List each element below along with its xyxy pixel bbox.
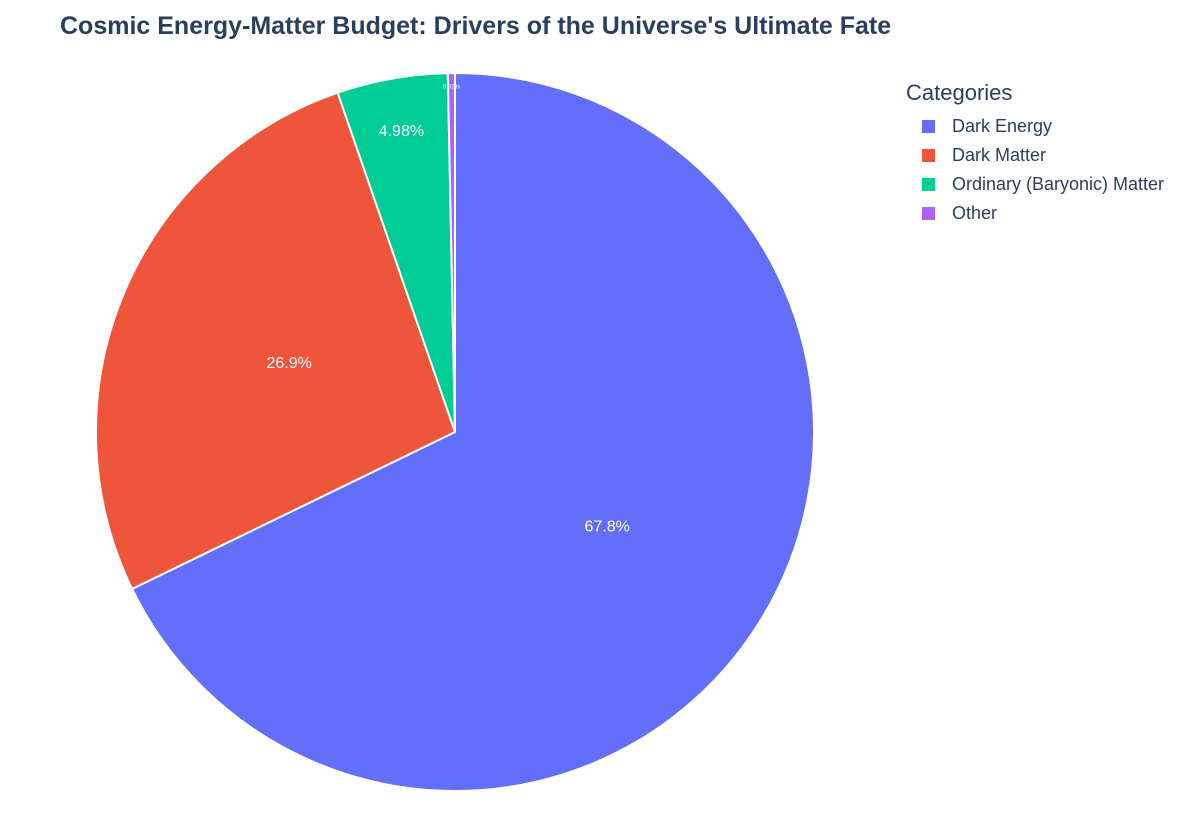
legend-swatch	[922, 149, 935, 162]
legend-label: Other	[952, 203, 998, 223]
pie-label-dark-matter: 26.9%	[266, 355, 311, 372]
legend-label: Ordinary (Baryonic) Matter	[952, 174, 1165, 194]
legend-swatch	[922, 120, 935, 133]
legend-item-other[interactable]: Other	[906, 199, 1164, 228]
chart-title: Cosmic Energy-Matter Budget: Drivers of …	[60, 12, 892, 40]
pie-slice-dark-matter[interactable]	[95, 91, 457, 591]
legend-item-ordinary-matter[interactable]: Ordinary (Baryonic) Matter	[906, 170, 1164, 199]
pie-label-other: 0.32%	[443, 84, 461, 90]
legend-label: Dark Energy	[952, 116, 1053, 136]
pie-label-ordinary-matter: 4.98%	[379, 123, 424, 140]
legend: Categories Dark Energy Dark Matter Ordin…	[906, 80, 1164, 228]
pie-slice-dark-energy[interactable]	[130, 71, 815, 792]
legend-item-dark-matter[interactable]: Dark Matter	[906, 141, 1164, 170]
pie-slice-other[interactable]	[446, 71, 456, 433]
legend-swatch	[922, 178, 935, 191]
pie-label-dark-energy: 67.8%	[584, 519, 629, 536]
legend-title: Categories	[906, 80, 1013, 105]
legend-item-dark-energy[interactable]: Dark Energy	[906, 112, 1164, 141]
legend-label: Dark Matter	[952, 145, 1047, 165]
legend-swatch	[922, 207, 935, 220]
